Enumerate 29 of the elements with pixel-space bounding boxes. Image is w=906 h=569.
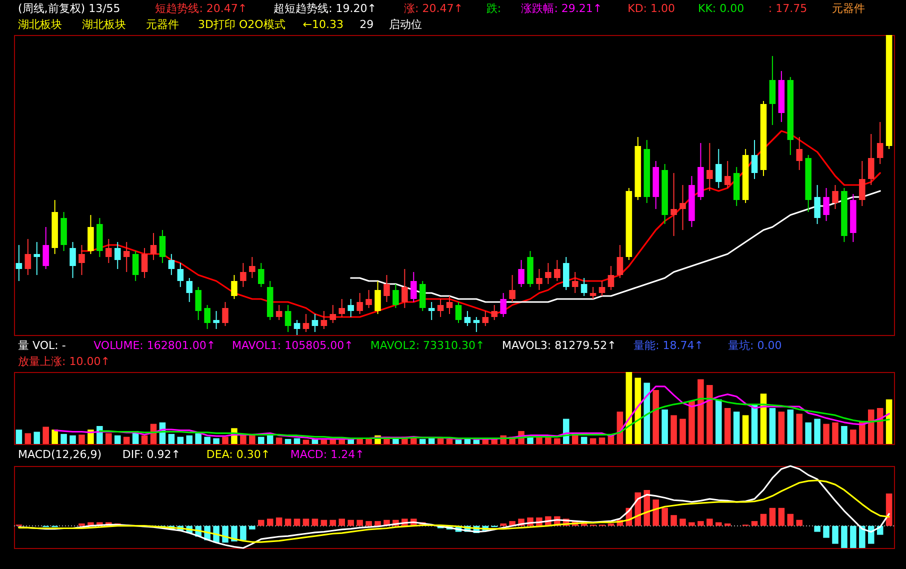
- text: 湖北板块: [82, 18, 126, 31]
- text: 短趋势线: 20.47↑: [155, 2, 248, 15]
- text: 放量上涨: 10.00↑: [18, 355, 110, 368]
- text: VOLUME: 162801.00↑: [94, 339, 216, 352]
- text: 量能: 18.74↑: [634, 339, 704, 352]
- chart-title: (周线,前复权) 13/55: [18, 2, 120, 15]
- text: 元器件: [832, 2, 865, 15]
- text: 3D打印 O2O模式: [198, 18, 286, 31]
- text: 量坑: 0.00: [728, 339, 782, 352]
- text: MACD: 1.24↑: [290, 448, 364, 461]
- text: 启动位: [389, 18, 422, 31]
- text: 量 VOL: -: [18, 339, 66, 352]
- text: MAVOL3: 81279.52↑: [502, 339, 616, 352]
- text: : 17.75: [768, 2, 808, 15]
- text: 元器件: [146, 18, 179, 31]
- text: 超短趋势线: 19.20↑: [274, 2, 377, 15]
- text: 29: [360, 18, 374, 31]
- text: KK: 0.00: [698, 2, 744, 15]
- text: 涨跌幅: 29.21↑: [521, 2, 602, 15]
- text: MAVOL1: 105805.00↑: [232, 339, 354, 352]
- text: MAVOL2: 73310.30↑: [370, 339, 485, 352]
- text: ←10.33: [302, 18, 344, 31]
- text: KD: 1.00: [628, 2, 675, 15]
- text: DIF: 0.92↑: [122, 448, 181, 461]
- text: 跌:: [486, 2, 502, 15]
- text: 涨: 20.47↑: [404, 2, 463, 15]
- text: MACD(12,26,9): [18, 448, 102, 461]
- text: 湖北板块: [18, 18, 62, 31]
- text: DEA: 0.30↑: [206, 448, 270, 461]
